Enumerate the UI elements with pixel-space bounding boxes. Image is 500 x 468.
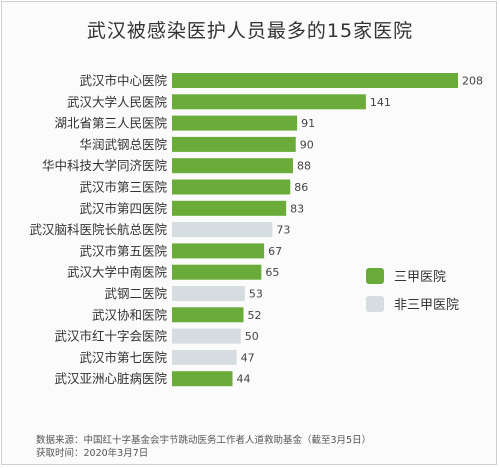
bar xyxy=(172,328,241,344)
bar xyxy=(172,307,244,323)
category-label: 武汉市第五医院 xyxy=(79,243,167,258)
source-note: 数据来源：中国红十字基金会宇节跳动医务工作者人道救助基金（截至3月5日） xyxy=(36,435,372,446)
category-label: 武汉市第四医院 xyxy=(79,201,167,216)
category-label: 武汉大学人民医院 xyxy=(67,94,168,109)
data-label: 90 xyxy=(300,138,314,151)
category-label: 华中科技大学同济医院 xyxy=(42,158,168,173)
category-label: 武汉协和医院 xyxy=(92,307,168,322)
data-label: 83 xyxy=(290,202,304,215)
category-label: 武钢二医院 xyxy=(104,286,167,301)
bar xyxy=(172,179,291,195)
bar xyxy=(172,73,458,88)
data-label: 208 xyxy=(462,75,483,88)
category-label: 武汉市红十字会医院 xyxy=(54,329,167,344)
category-label: 武汉市第七医院 xyxy=(79,350,167,365)
data-label: 88 xyxy=(297,160,311,173)
legend-label: 非三甲医院 xyxy=(394,298,459,313)
data-label: 141 xyxy=(370,96,391,109)
bar xyxy=(172,371,233,387)
data-label: 50 xyxy=(245,330,259,343)
bar xyxy=(172,349,237,365)
data-label: 86 xyxy=(294,181,308,194)
category-label: 武汉脑科医院长航总医院 xyxy=(29,222,167,237)
bar xyxy=(172,243,265,259)
bar xyxy=(172,200,287,216)
data-label: 65 xyxy=(265,266,279,279)
category-label: 武汉市第三医院 xyxy=(79,180,167,195)
category-label: 湖北省第三人民医院 xyxy=(54,116,167,131)
bar xyxy=(172,94,366,110)
data-label: 91 xyxy=(301,117,315,130)
data-label: 67 xyxy=(268,245,282,258)
bar xyxy=(172,264,262,280)
data-label: 53 xyxy=(249,288,263,301)
category-label: 武汉大学中南医院 xyxy=(67,265,168,280)
bar xyxy=(172,136,296,152)
data-label: 44 xyxy=(237,373,251,386)
chart-title: 武汉被感染医护人员最多的15家医院 xyxy=(86,20,414,42)
retrieval-date: 获取时间：2020年3月7日 xyxy=(36,448,149,459)
legend-swatch xyxy=(366,268,384,284)
bar xyxy=(172,158,293,174)
legend-label: 三甲医院 xyxy=(394,270,446,285)
bar xyxy=(172,222,273,238)
bar xyxy=(172,115,298,131)
category-label: 华润武钢总医院 xyxy=(79,137,167,152)
data-label: 52 xyxy=(248,309,262,322)
bar xyxy=(172,286,245,301)
data-label: 73 xyxy=(276,224,290,237)
category-label: 武汉市中心医院 xyxy=(79,73,167,88)
category-label: 武汉亚洲心脏病医院 xyxy=(54,371,167,386)
legend-swatch xyxy=(366,296,384,312)
data-label: 47 xyxy=(241,351,255,364)
